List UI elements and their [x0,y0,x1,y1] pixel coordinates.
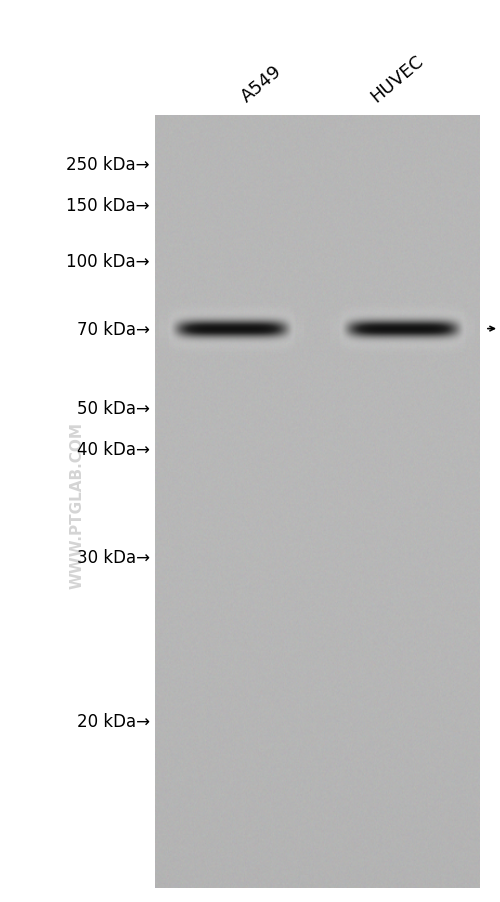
Text: 100 kDa→: 100 kDa→ [66,253,150,271]
Text: 20 kDa→: 20 kDa→ [77,713,150,731]
Text: 70 kDa→: 70 kDa→ [77,320,150,338]
Text: 30 kDa→: 30 kDa→ [77,548,150,566]
Text: HUVEC: HUVEC [368,52,427,106]
Text: 250 kDa→: 250 kDa→ [66,156,150,174]
Text: 150 kDa→: 150 kDa→ [66,197,150,215]
Text: 50 kDa→: 50 kDa→ [77,400,150,418]
Text: 40 kDa→: 40 kDa→ [77,440,150,458]
Text: WWW.PTGLAB.COM: WWW.PTGLAB.COM [70,422,85,588]
Text: A549: A549 [238,62,285,106]
